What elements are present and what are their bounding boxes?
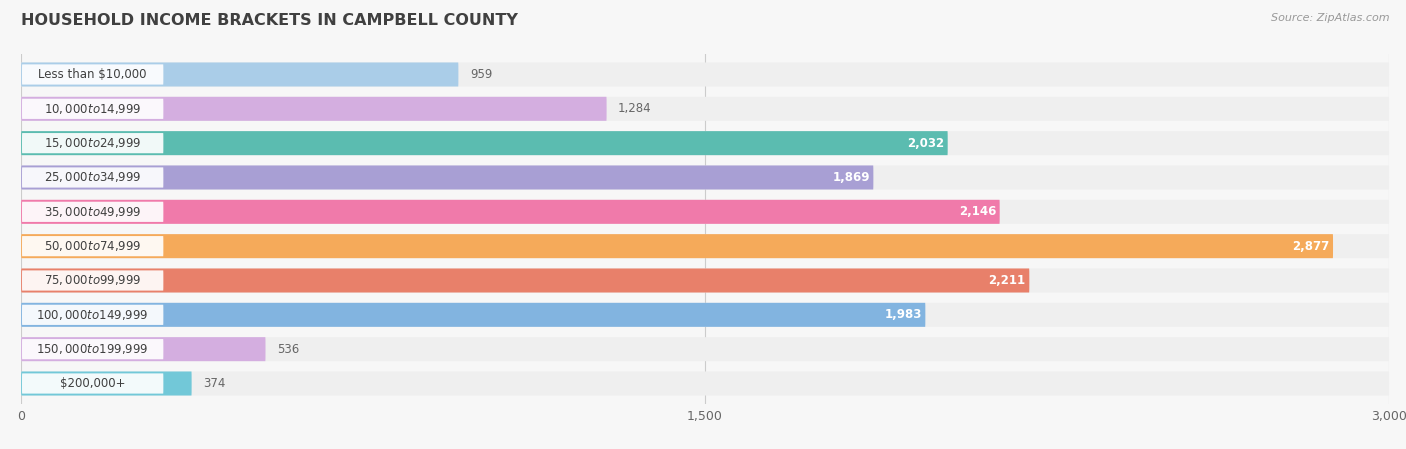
Text: $200,000+: $200,000+ <box>60 377 125 390</box>
Text: $25,000 to $34,999: $25,000 to $34,999 <box>44 171 142 185</box>
Text: 1,869: 1,869 <box>832 171 870 184</box>
Text: 374: 374 <box>202 377 225 390</box>
Text: 1,284: 1,284 <box>619 102 651 115</box>
FancyBboxPatch shape <box>22 236 163 256</box>
FancyBboxPatch shape <box>21 337 1389 361</box>
FancyBboxPatch shape <box>22 133 163 153</box>
Text: 536: 536 <box>277 343 299 356</box>
Text: $100,000 to $149,999: $100,000 to $149,999 <box>37 308 149 322</box>
FancyBboxPatch shape <box>22 374 163 394</box>
Text: $75,000 to $99,999: $75,000 to $99,999 <box>44 273 142 287</box>
FancyBboxPatch shape <box>21 269 1389 292</box>
Text: 2,146: 2,146 <box>959 205 995 218</box>
Text: $150,000 to $199,999: $150,000 to $199,999 <box>37 342 149 356</box>
Text: $15,000 to $24,999: $15,000 to $24,999 <box>44 136 142 150</box>
FancyBboxPatch shape <box>22 270 163 291</box>
Text: 2,032: 2,032 <box>907 136 943 150</box>
Text: $10,000 to $14,999: $10,000 to $14,999 <box>44 102 142 116</box>
FancyBboxPatch shape <box>21 371 1389 396</box>
FancyBboxPatch shape <box>21 131 948 155</box>
Text: HOUSEHOLD INCOME BRACKETS IN CAMPBELL COUNTY: HOUSEHOLD INCOME BRACKETS IN CAMPBELL CO… <box>21 13 517 28</box>
FancyBboxPatch shape <box>21 62 458 87</box>
FancyBboxPatch shape <box>21 371 191 396</box>
FancyBboxPatch shape <box>22 339 163 359</box>
FancyBboxPatch shape <box>21 337 266 361</box>
Text: 2,877: 2,877 <box>1292 240 1330 253</box>
FancyBboxPatch shape <box>22 305 163 325</box>
Text: 2,211: 2,211 <box>988 274 1026 287</box>
Text: 959: 959 <box>470 68 492 81</box>
FancyBboxPatch shape <box>21 269 1029 292</box>
FancyBboxPatch shape <box>21 97 1389 121</box>
FancyBboxPatch shape <box>21 303 925 327</box>
FancyBboxPatch shape <box>21 166 873 189</box>
FancyBboxPatch shape <box>21 234 1389 258</box>
FancyBboxPatch shape <box>21 131 1389 155</box>
FancyBboxPatch shape <box>21 166 1389 189</box>
FancyBboxPatch shape <box>21 234 1333 258</box>
FancyBboxPatch shape <box>22 64 163 84</box>
FancyBboxPatch shape <box>21 200 1000 224</box>
Text: 1,983: 1,983 <box>884 308 922 321</box>
Text: $35,000 to $49,999: $35,000 to $49,999 <box>44 205 142 219</box>
FancyBboxPatch shape <box>21 62 1389 87</box>
FancyBboxPatch shape <box>22 167 163 188</box>
FancyBboxPatch shape <box>21 97 606 121</box>
FancyBboxPatch shape <box>22 99 163 119</box>
Text: $50,000 to $74,999: $50,000 to $74,999 <box>44 239 142 253</box>
FancyBboxPatch shape <box>21 303 1389 327</box>
FancyBboxPatch shape <box>22 202 163 222</box>
Text: Less than $10,000: Less than $10,000 <box>38 68 148 81</box>
Text: Source: ZipAtlas.com: Source: ZipAtlas.com <box>1271 13 1389 23</box>
FancyBboxPatch shape <box>21 200 1389 224</box>
